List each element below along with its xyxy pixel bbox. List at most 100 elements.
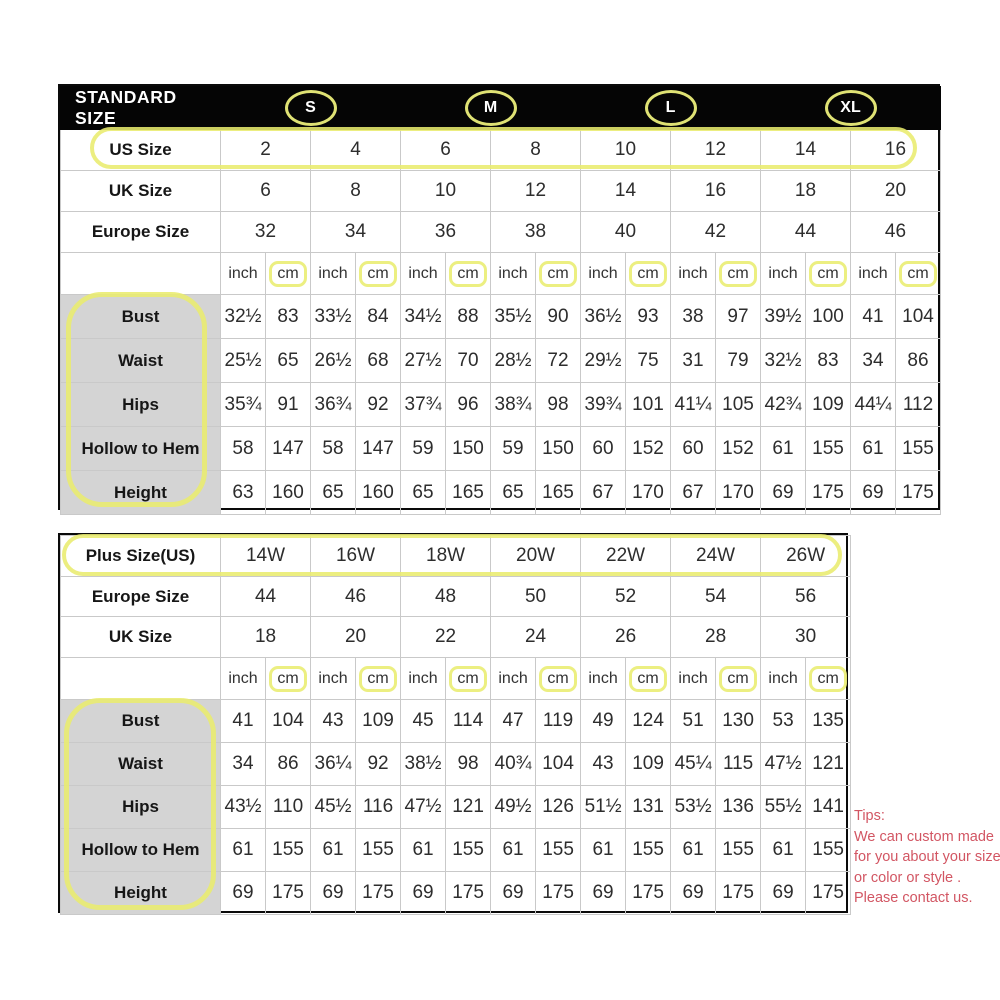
measure-value-cell: 116	[355, 785, 402, 829]
measure-value-cell: 41	[220, 699, 266, 743]
highlight-box-cm: cm	[719, 665, 757, 692]
measure-value-cell: 61	[490, 828, 537, 872]
measure-value-cell: 91	[265, 382, 311, 427]
measure-value-cell: 155	[895, 426, 941, 471]
unit-row: inch cm inch cm inch cm inch cm inch cm inch cm inch…	[60, 657, 852, 700]
unit-label-inch: inch	[760, 657, 807, 700]
measure-value-cell: 63	[220, 470, 266, 515]
measure-value-cell: 38	[670, 294, 716, 339]
measure-value-cell: 155	[715, 828, 762, 872]
size-value-cell: 40	[580, 211, 671, 253]
measure-value-cell: 152	[715, 426, 761, 471]
size-value-cell: 46	[850, 211, 941, 253]
size-value-cell: 8	[490, 129, 581, 171]
unit-label-inch: inch	[310, 252, 356, 295]
measure-value-cell: 100	[805, 294, 851, 339]
size-value-cell: 6	[220, 170, 311, 212]
measure-value-cell: 69	[760, 470, 806, 515]
header-size-cell: S	[220, 86, 401, 130]
measure-value-cell: 84	[355, 294, 401, 339]
tips-title: Tips:	[854, 808, 885, 824]
size-row: UK Size 6 8 10 12 14 16 18 20	[60, 170, 941, 212]
header-size-cell: L	[580, 86, 761, 130]
measure-value-cell: 36¾	[310, 382, 356, 427]
size-value-cell: 24W	[670, 535, 762, 577]
highlight-box-cm: cm	[539, 665, 577, 692]
size-value-cell: 8	[310, 170, 401, 212]
measure-value-cell: 121	[805, 742, 852, 786]
measure-value-cell: 175	[805, 871, 852, 915]
unit-label-cm-cell: cm	[355, 252, 401, 295]
row-label: UK Size	[60, 616, 221, 658]
unit-label-inch: inch	[400, 252, 446, 295]
row-label: Europe Size	[60, 211, 221, 253]
size-value-cell: 2	[220, 129, 311, 171]
measure-value-cell: 175	[355, 871, 402, 915]
measure-value-cell: 36¼	[310, 742, 357, 786]
measure-value-cell: 61	[580, 828, 627, 872]
measure-row: Height 69 175 69 175 69 175 69 175 69 175 69 175 69 17…	[60, 871, 852, 915]
size-value-cell: 16	[670, 170, 761, 212]
measure-value-cell: 75	[625, 338, 671, 383]
measure-value-cell: 98	[445, 742, 492, 786]
unit-label-cm-cell: cm	[445, 657, 492, 700]
measure-value-cell: 160	[355, 470, 401, 515]
size-value-cell: 12	[670, 129, 761, 171]
measure-value-cell: 38¾	[490, 382, 536, 427]
unit-label-inch: inch	[220, 252, 266, 295]
unit-label-cm-cell: cm	[535, 252, 581, 295]
measure-value-cell: 39¾	[580, 382, 626, 427]
highlight-box-cm: cm	[629, 260, 667, 287]
highlight-box-cm: cm	[809, 665, 847, 692]
measure-value-cell: 98	[535, 382, 581, 427]
measure-value-cell: 70	[445, 338, 491, 383]
measure-value-cell: 124	[625, 699, 672, 743]
measure-value-cell: 121	[445, 785, 492, 829]
measure-value-cell: 34½	[400, 294, 446, 339]
measure-value-cell: 29½	[580, 338, 626, 383]
measure-row-label: Hollow to Hem	[60, 828, 221, 872]
unit-label-inch: inch	[220, 657, 266, 700]
measure-value-cell: 61	[220, 828, 266, 872]
measure-value-cell: 60	[580, 426, 626, 471]
measure-value-cell: 42¾	[760, 382, 806, 427]
unit-label-cm-cell: cm	[805, 252, 851, 295]
measure-value-cell: 155	[264, 828, 312, 872]
measure-row-label: Hips	[60, 785, 221, 829]
highlight-box-cm: cm	[539, 260, 577, 287]
measure-value-cell: 28½	[490, 338, 536, 383]
measure-value-cell: 114	[445, 699, 492, 743]
highlight-box-cm: cm	[449, 260, 487, 287]
plus-size-table: Plus Size(US) 14W 16W 18W 20W 22W 24W 26W Europe…	[58, 533, 852, 915]
size-value-cell: 24	[490, 616, 582, 658]
size-value-cell: 28	[670, 616, 762, 658]
custom-tips-note: Tips: We can custom made for you about y…	[854, 806, 1000, 909]
measure-row: Bust 41 104 43 109 45 114 47 119 49 124 51 130 53 135	[60, 699, 852, 743]
measure-row-label: Bust	[60, 699, 221, 743]
size-value-cell: 18	[760, 170, 851, 212]
measure-value-cell: 65	[490, 470, 536, 515]
table-title: STANDARD SIZE	[60, 86, 221, 130]
unit-label-inch: inch	[850, 252, 896, 295]
measure-value-cell: 49	[580, 699, 627, 743]
measure-row-label: Hollow to Hem	[60, 426, 221, 471]
measure-row: Hollow to Hem 58 147 58 147 59 150 59 150 60 152 60…	[60, 426, 941, 471]
measure-value-cell: 40¾	[490, 742, 537, 786]
measure-value-cell: 155	[625, 828, 672, 872]
unit-label-inch: inch	[580, 252, 626, 295]
size-value-cell: 20W	[490, 535, 582, 577]
measure-value-cell: 34	[850, 338, 896, 383]
tips-line: Please contact us.	[854, 890, 973, 906]
unit-row: inch cm inch cm inch cm inch cm inch cm inch cm inch…	[60, 252, 941, 295]
unit-label-cm-cell: cm	[625, 657, 672, 700]
measure-value-cell: 150	[445, 426, 491, 471]
unit-label-cm-cell: cm	[535, 657, 582, 700]
measure-value-cell: 119	[535, 699, 582, 743]
measure-value-cell: 36½	[580, 294, 626, 339]
measure-value-cell: 104	[535, 742, 582, 786]
size-value-cell: 14	[760, 129, 851, 171]
measure-value-cell: 175	[264, 871, 312, 915]
measure-value-cell: 33½	[310, 294, 356, 339]
size-value-cell: 38	[490, 211, 581, 253]
size-value-cell: 16	[850, 129, 941, 171]
